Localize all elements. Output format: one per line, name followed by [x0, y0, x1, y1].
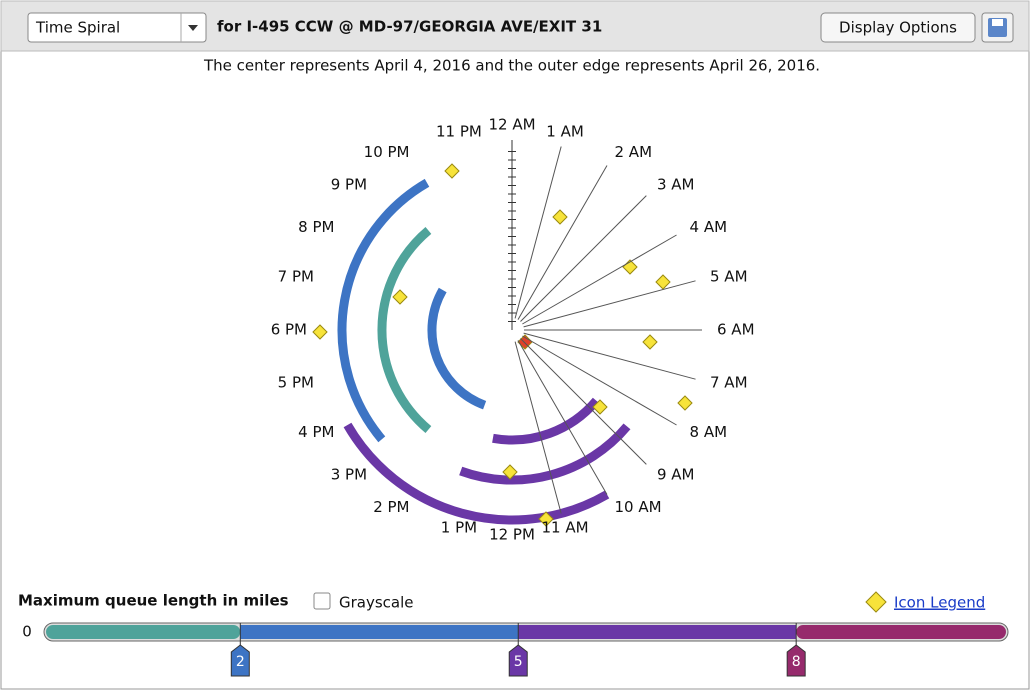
incident-icon: [538, 511, 554, 527]
icon-legend-link[interactable]: Icon Legend: [894, 594, 985, 612]
hour-label: 1 AM: [546, 122, 584, 140]
hour-label: 4 PM: [298, 423, 334, 441]
scale-segment: [518, 625, 797, 639]
view-select-text: Time Spiral: [35, 19, 120, 37]
scale-tick-label: 8: [792, 654, 801, 670]
hour-label: 9 PM: [331, 176, 367, 194]
hour-spoke: [523, 332, 696, 380]
scale-segment: [240, 625, 519, 639]
queue-arc: [427, 287, 487, 410]
incident-icon: [677, 395, 693, 411]
hour-label: 3 AM: [657, 176, 695, 194]
scale-tick-label: 5: [514, 654, 523, 670]
hour-label: 5 AM: [710, 267, 748, 285]
display-options-button[interactable]: [820, 12, 976, 43]
hour-spoke: [520, 195, 647, 322]
scale-marker: [230, 644, 250, 677]
hour-label: 1 PM: [441, 519, 477, 537]
incident-icon: [655, 274, 671, 290]
incident-icon: [592, 399, 608, 415]
legend-title: Maximum queue length in miles: [18, 592, 289, 610]
hour-label: 9 AM: [657, 465, 695, 483]
hour-label: 3 PM: [331, 465, 367, 483]
subtitle: The center represents April 4, 2016 and …: [203, 57, 820, 75]
hour-spoke: [517, 340, 608, 495]
hour-spoke: [514, 341, 562, 514]
scale-segment: [796, 625, 1006, 639]
hour-label: 7 PM: [278, 267, 314, 285]
hour-label: 7 AM: [710, 374, 748, 392]
hour-spoke: [517, 165, 608, 320]
scale-tick-label: 2: [236, 654, 245, 670]
hour-spoke: [520, 338, 647, 465]
time-spiral: [337, 178, 631, 525]
hour-label: 8 PM: [298, 218, 334, 236]
scale-marker: [508, 644, 528, 677]
queue-arc: [343, 422, 610, 525]
location-title: for I-495 CCW @ MD-97/GEORGIA AVE/EXIT 3…: [217, 18, 602, 36]
scale-marker: [786, 644, 806, 677]
hour-label: 2 AM: [615, 143, 653, 161]
grayscale-checkbox[interactable]: [313, 592, 331, 610]
incident-icon: [642, 334, 658, 350]
hour-label: 6 AM: [717, 321, 755, 339]
scale-tick-label: 0: [22, 623, 32, 641]
save-icon-label: [992, 19, 1003, 26]
hour-label: 12 PM: [489, 526, 535, 544]
queue-arc: [377, 226, 432, 434]
hour-label: 2 PM: [373, 498, 409, 516]
hour-label: 11 AM: [542, 519, 589, 537]
hour-label: 4 AM: [690, 218, 728, 236]
hour-spoke: [523, 280, 696, 328]
icon-legend-icon: [865, 591, 887, 613]
incident-icon: [392, 289, 408, 305]
hour-spoke: [514, 146, 562, 319]
queue-arc: [337, 178, 430, 443]
incident-icon: [444, 163, 460, 179]
hour-label: 8 AM: [690, 423, 728, 441]
queue-arc: [492, 397, 600, 445]
scale-segment: [46, 625, 241, 639]
hour-label: 11 PM: [436, 122, 482, 140]
incident-icon: [552, 209, 568, 225]
hour-label: 5 PM: [278, 374, 314, 392]
hour-label: 6 PM: [271, 321, 307, 339]
hour-label: 10 AM: [615, 498, 662, 516]
hour-spoke: [522, 335, 677, 426]
select-arrow: [188, 25, 198, 31]
hour-label: 12 AM: [488, 116, 535, 134]
view-select[interactable]: [27, 12, 207, 43]
grayscale-label: Grayscale: [339, 594, 414, 612]
incident-icon: [502, 464, 518, 480]
display-options-text: Display Options: [839, 19, 957, 37]
hour-label: 10 PM: [364, 143, 410, 161]
hour-spoke: [522, 234, 677, 325]
color-scale: 0 2 5 8: [22, 622, 1009, 677]
incident-icon: [312, 324, 328, 340]
